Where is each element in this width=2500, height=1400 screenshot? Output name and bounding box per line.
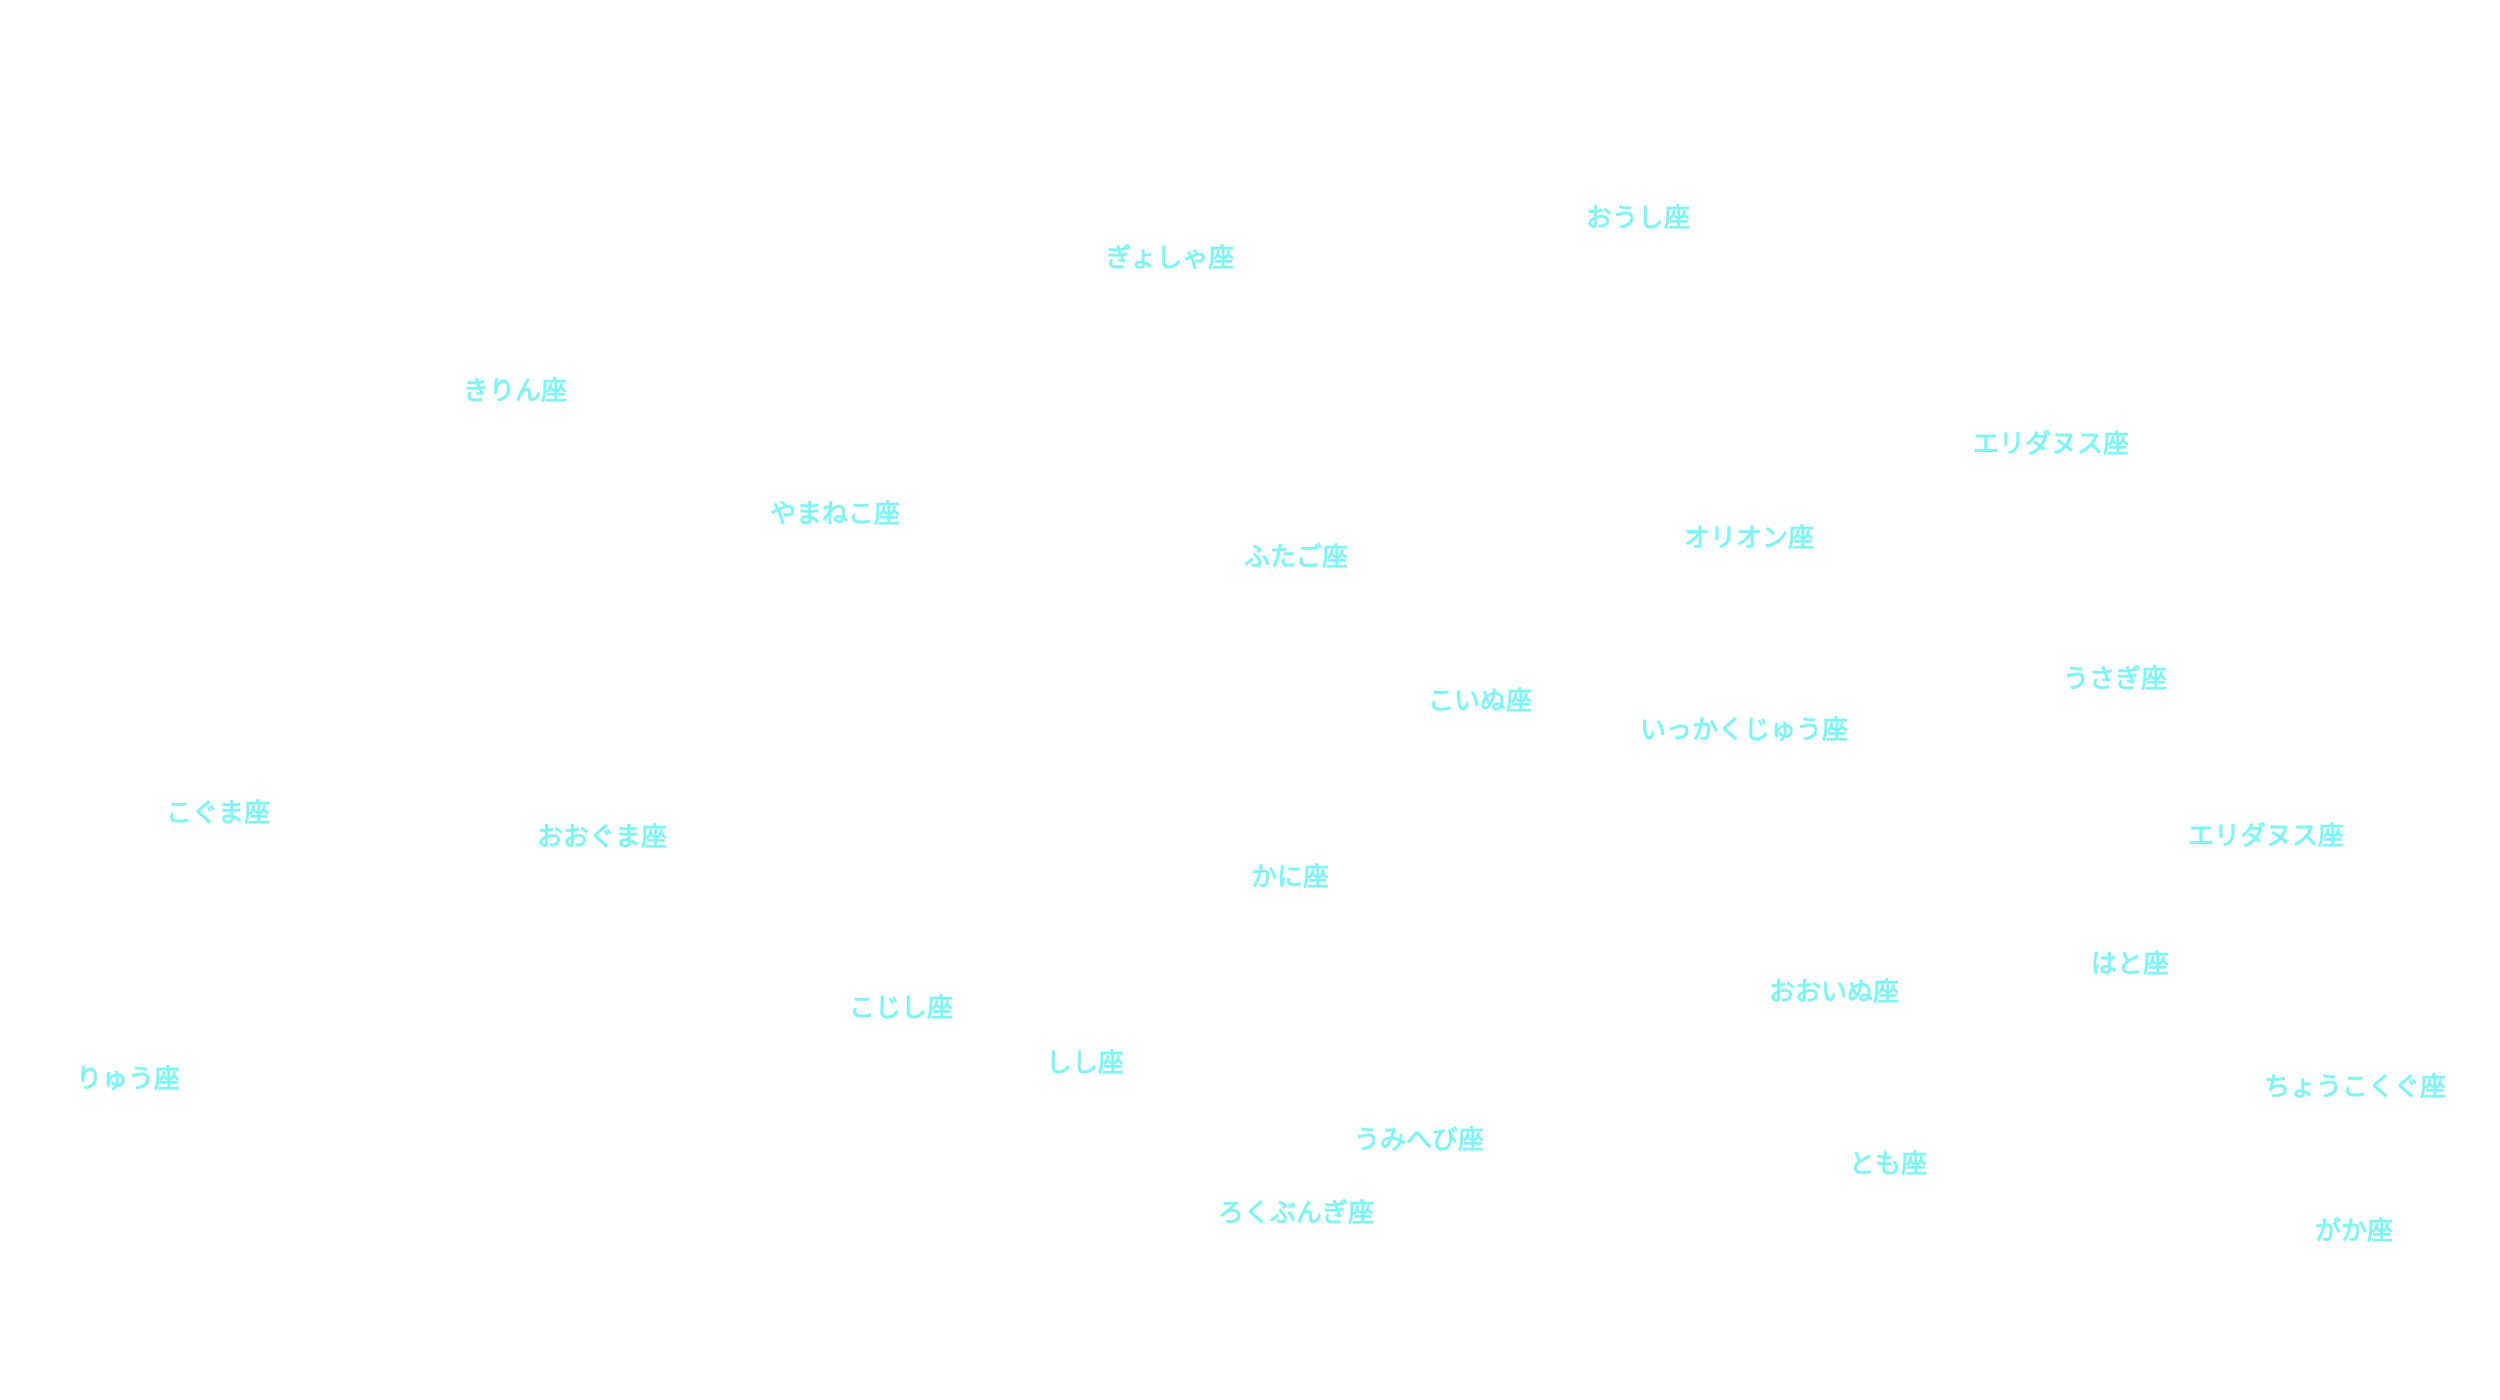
constellation-label: がか座: [2314, 1216, 2394, 1247]
constellation-label: はと座: [2090, 949, 2170, 980]
constellation-label: ふたご座: [1243, 542, 1349, 573]
constellation-label: うみへび座: [1353, 1125, 1485, 1156]
constellation-label: いっかくじゅう座: [1639, 715, 1849, 746]
constellation-label: おおいぬ座: [1768, 977, 1900, 1008]
constellation-label: やまねこ座: [769, 499, 901, 530]
constellation-label: エリダヌス座: [1972, 429, 2130, 460]
constellation-label: こいぬ座: [1427, 686, 1533, 717]
constellation-label: こじし座: [848, 993, 954, 1024]
constellation-label: かに座: [1250, 862, 1330, 893]
constellation-label: ぎょしゃ座: [1105, 243, 1235, 274]
constellation-label: ろくぶんぎ座: [1217, 1198, 1375, 1229]
constellation-label: オリオン座: [1683, 523, 1815, 554]
constellation-label: エリダヌス座: [2187, 821, 2345, 852]
constellation-label: りゅう座: [75, 1064, 181, 1095]
constellation-label: しし座: [1045, 1048, 1125, 1079]
constellation-label: きりん座: [462, 376, 568, 407]
constellation-label: とも座: [1848, 1149, 1928, 1180]
constellation-label: おおぐま座: [536, 822, 668, 853]
constellation-label: うさぎ座: [2062, 664, 2168, 695]
constellation-label: ちょうこくぐ座: [2263, 1072, 2447, 1103]
constellation-label: こぐま座: [165, 798, 271, 829]
constellation-label: おうし座: [1585, 203, 1691, 234]
